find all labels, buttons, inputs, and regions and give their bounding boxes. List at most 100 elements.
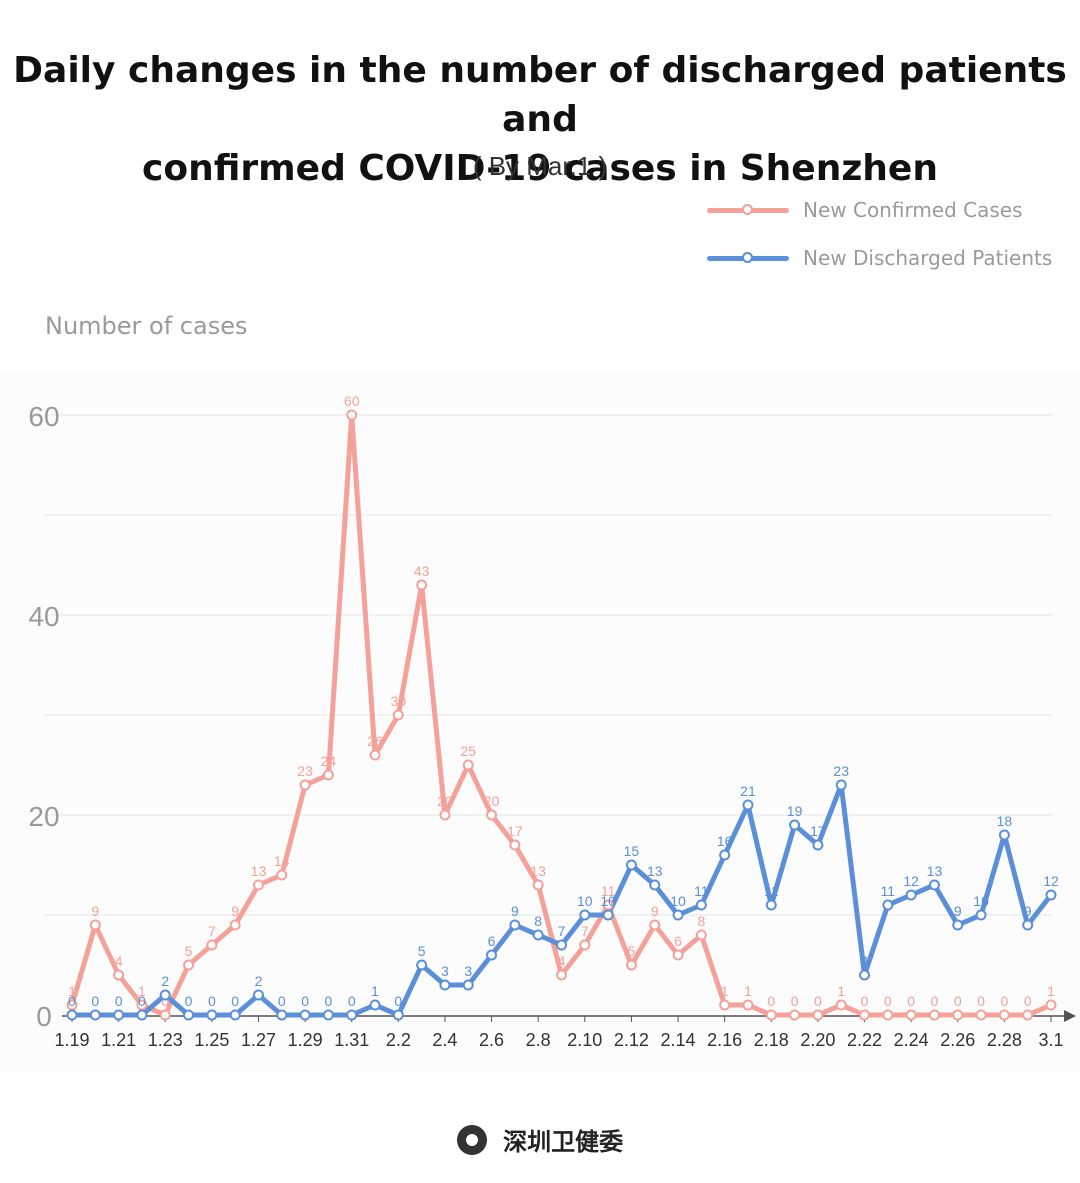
data-point-confirmed — [649, 919, 661, 931]
data-label-confirmed: 9 — [231, 903, 239, 919]
x-tick-label: 3.1 — [1038, 1030, 1063, 1050]
data-point-discharged — [486, 949, 498, 961]
data-point-discharged — [579, 909, 591, 921]
data-point-discharged — [322, 1009, 334, 1021]
data-label-confirmed: 0 — [931, 993, 939, 1009]
data-label-confirmed: 0 — [1000, 993, 1008, 1009]
legend: New Confirmed Cases New Discharged Patie… — [705, 192, 1065, 288]
data-label-discharged: 5 — [418, 943, 426, 959]
data-label-confirmed: 23 — [297, 763, 313, 779]
data-label-confirmed: 4 — [115, 953, 123, 969]
data-label-discharged: 6 — [488, 933, 496, 949]
data-label-confirmed: 4 — [558, 953, 566, 969]
data-label-confirmed: 0 — [977, 993, 985, 1009]
x-tick-label: 2.12 — [614, 1030, 649, 1050]
data-label-discharged: 23 — [833, 763, 849, 779]
data-label-confirmed: 0 — [907, 993, 915, 1009]
data-label-discharged: 0 — [115, 993, 123, 1009]
data-label-discharged: 15 — [624, 843, 640, 859]
data-label-confirmed: 9 — [651, 903, 659, 919]
data-point-discharged — [532, 929, 544, 941]
data-point-confirmed — [975, 1009, 987, 1021]
legend-item-discharged: New Discharged Patients — [705, 240, 1065, 288]
data-label-confirmed: 11 — [601, 883, 616, 899]
data-label-confirmed: 13 — [251, 863, 267, 879]
data-label-discharged: 9 — [511, 903, 519, 919]
data-label-discharged: 0 — [68, 993, 76, 1009]
data-point-discharged — [392, 1009, 404, 1021]
data-label-confirmed: 25 — [460, 743, 476, 759]
plot-background — [0, 372, 1080, 1072]
data-point-discharged — [742, 799, 754, 811]
data-point-discharged — [229, 1009, 241, 1021]
data-label-confirmed: 1 — [138, 983, 146, 999]
data-point-discharged — [206, 1009, 218, 1021]
x-tick-label: 1.29 — [288, 1030, 323, 1050]
data-label-discharged: 11 — [881, 883, 896, 899]
data-label-confirmed: 1 — [744, 983, 752, 999]
data-point-confirmed — [882, 1009, 894, 1021]
data-label-discharged: 13 — [927, 863, 943, 879]
data-label-confirmed: 30 — [391, 693, 407, 709]
data-point-confirmed — [789, 1009, 801, 1021]
data-point-discharged — [975, 909, 987, 921]
data-label-discharged: 12 — [903, 873, 919, 889]
data-label-discharged: 11 — [694, 883, 709, 899]
chart-subtitle: ( By Mar.1 ) — [472, 151, 608, 181]
data-label-confirmed: 0 — [861, 993, 869, 1009]
x-tick-label: 2.26 — [940, 1030, 975, 1050]
data-label-discharged: 1 — [371, 983, 379, 999]
data-label-discharged: 2 — [161, 973, 169, 989]
legend-label-discharged: New Discharged Patients — [803, 246, 1053, 270]
data-label-discharged: 10 — [973, 893, 989, 909]
chart-title-line-2: confirmed COVID-19 cases in Shenzhen — [142, 148, 938, 189]
data-label-confirmed: 43 — [414, 563, 430, 579]
x-tick-label: 2.28 — [987, 1030, 1022, 1050]
legend-marker-discharged — [742, 252, 753, 263]
x-tick-label: 1.25 — [194, 1030, 229, 1050]
data-label-discharged: 9 — [1024, 903, 1032, 919]
data-label-discharged: 8 — [534, 913, 542, 929]
data-point-confirmed — [812, 1009, 824, 1021]
data-label-discharged: 0 — [138, 993, 146, 1009]
data-point-confirmed — [346, 409, 358, 421]
data-label-discharged: 2 — [255, 973, 263, 989]
x-tick-label: 2.14 — [661, 1030, 696, 1050]
data-point-confirmed — [322, 769, 334, 781]
data-point-confirmed — [859, 1009, 871, 1021]
data-point-discharged — [89, 1009, 101, 1021]
data-label-confirmed: 8 — [697, 913, 705, 929]
data-point-discharged — [998, 829, 1010, 841]
data-label-discharged: 18 — [997, 813, 1013, 829]
data-label-confirmed: 9 — [91, 903, 99, 919]
data-label-confirmed: 1 — [837, 983, 845, 999]
y-tick-label: 0 — [36, 1001, 52, 1032]
data-label-discharged: 16 — [717, 833, 733, 849]
data-point-confirmed — [299, 779, 311, 791]
data-label-discharged: 4 — [861, 953, 869, 969]
data-label-confirmed: 1 — [721, 983, 729, 999]
data-point-confirmed — [928, 1009, 940, 1021]
legend-marker-confirmed — [742, 204, 753, 215]
data-point-confirmed — [579, 939, 591, 951]
data-label-confirmed: 0 — [954, 993, 962, 1009]
data-point-discharged — [952, 919, 964, 931]
data-point-confirmed — [369, 749, 381, 761]
data-label-confirmed: 1 — [68, 983, 76, 999]
data-label-confirmed: 1 — [1047, 983, 1055, 999]
data-label-discharged: 0 — [348, 993, 356, 1009]
data-point-discharged — [416, 959, 428, 971]
data-point-discharged — [765, 899, 777, 911]
data-point-discharged — [299, 1009, 311, 1021]
data-point-confirmed — [742, 999, 754, 1011]
data-label-confirmed: 5 — [185, 943, 193, 959]
chart-title-line-1: Daily changes in the number of discharge… — [13, 50, 1067, 140]
data-label-discharged: 10 — [670, 893, 686, 909]
data-label-confirmed: 0 — [1024, 993, 1032, 1009]
y-axis-title: Number of cases — [45, 312, 248, 340]
data-point-discharged — [66, 1009, 78, 1021]
data-label-confirmed: 0 — [791, 993, 799, 1009]
data-point-discharged — [1022, 919, 1034, 931]
data-label-discharged: 11 — [764, 883, 779, 899]
x-tick-label: 1.31 — [334, 1030, 369, 1050]
